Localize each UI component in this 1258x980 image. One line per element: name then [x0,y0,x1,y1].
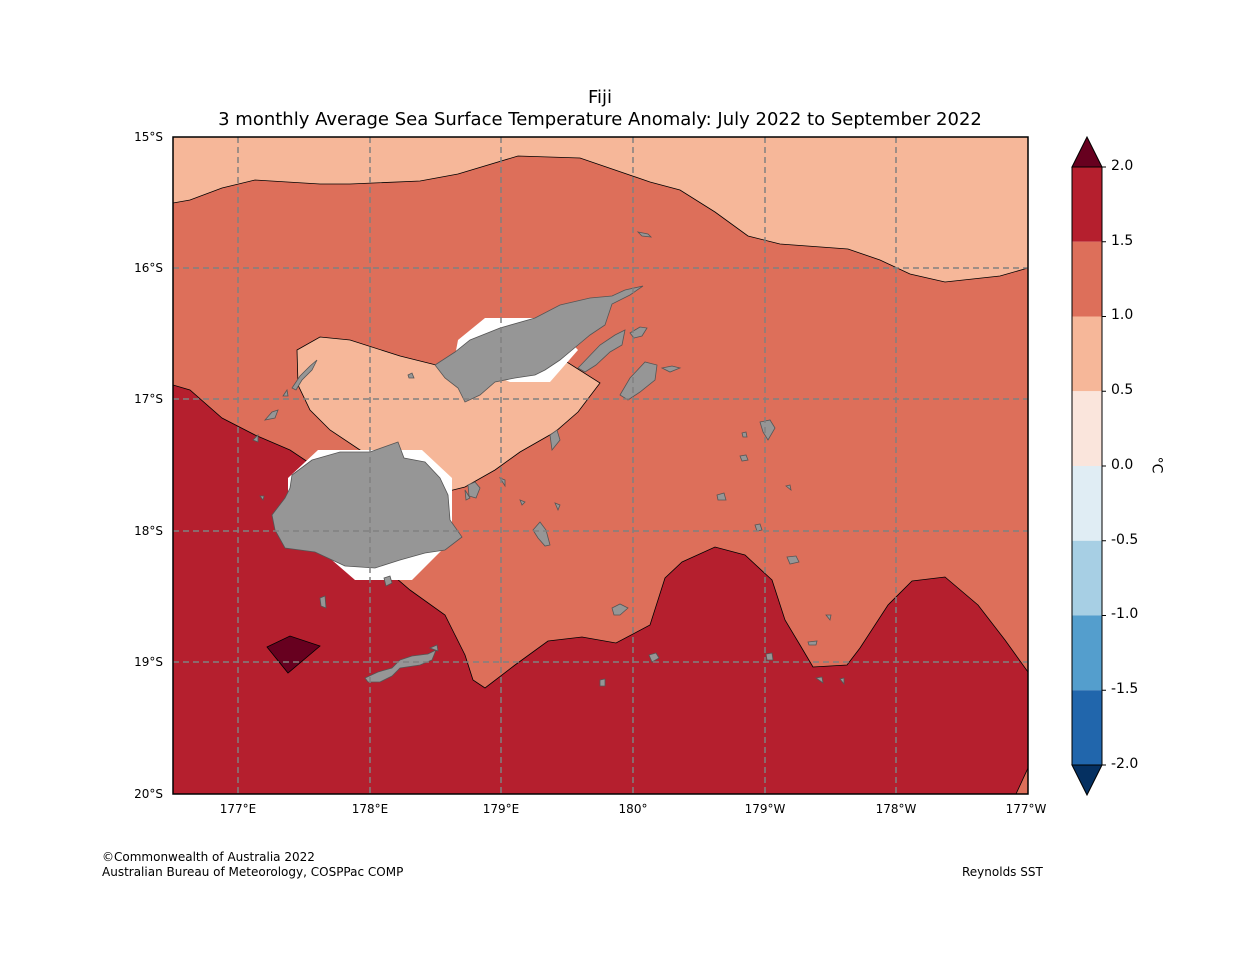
island-lau-9 [765,652,774,661]
island-lakeba [759,419,776,441]
colorbar-segment [1072,540,1102,616]
colorbar-over-arrow [1071,135,1103,168]
island-yasawa-3 [252,434,259,443]
colorbar-tick-label: 1.0 [1111,307,1134,323]
island-ovalau [467,481,481,499]
island-vatulele [319,595,327,609]
sst-anomaly-field [173,137,1028,794]
island-small-a [407,372,415,379]
island-lau-7 [611,603,629,616]
island-lau-4 [785,484,792,491]
island-beqa [383,575,393,587]
colorbar-segment [1072,316,1102,392]
island-vanua-levu [434,285,644,403]
lon-label-179w: 179°W [744,802,786,816]
colorbar-under-arrow [1071,764,1103,797]
map-title: Fiji [587,87,613,108]
lon-label-179e: 179°E [482,802,520,816]
island-gau [532,521,551,547]
colorbar-tick-label: -1.5 [1111,681,1139,697]
footer-copyright: ©Commonwealth of Australia 2022 [102,850,315,864]
colorbar-segment [1072,241,1102,317]
island-lau-12 [814,676,824,684]
lon-label-178e: 178°E [351,802,389,816]
island-small-e [554,502,561,512]
island-kadavu [364,649,437,683]
island-small-d [519,499,526,506]
island-kadavu-small [428,644,439,652]
colorbar-tick-label: 2.0 [1111,158,1134,174]
island-lau-3 [716,492,727,501]
island-viti-levu [271,441,463,569]
island-lau-14 [599,678,606,687]
colorbar-unit: °C [1148,456,1165,474]
colorbar-segment [1072,615,1102,691]
lon-label-180: 180° [618,802,648,816]
island-west-small [259,495,265,501]
lat-label-18s: 18°S [134,524,163,538]
footer-source: Reynolds SST [962,865,1043,879]
colorbar-tick-label: 0.5 [1111,382,1134,398]
island-lau-8 [648,652,660,663]
land [252,231,845,687]
colorbar-tick-label: -2.0 [1111,756,1139,772]
lat-label-17s: 17°S [134,392,163,406]
lat-label-15s: 15°S [134,130,163,144]
map-subtitle: 3 monthly Average Sea Surface Temperatur… [218,109,982,130]
island-small-b [464,489,471,501]
colorbar-tick-label: 1.5 [1111,233,1134,249]
island-ne-small [636,231,653,238]
island-lau-1 [741,431,748,438]
colorbar [1071,135,1106,797]
footer-agency: Australian Bureau of Meteorology, COSPPa… [102,865,404,879]
island-lau-13 [839,677,845,686]
gridlines [173,137,1028,794]
colorbar-tick-label: -1.0 [1111,606,1139,622]
colorbar-segment [1072,466,1102,541]
island-lau-2 [739,454,749,462]
band-above-2-0 [266,635,321,674]
colorbar-segment [1072,690,1102,765]
island-koro [549,429,561,451]
island-lau-6 [786,555,800,565]
lat-label-19s: 19°S [134,655,163,669]
island-yasawa-1 [291,359,318,391]
island-lau-11 [807,640,818,646]
lon-label-177e: 177°E [219,802,257,816]
lon-label-177w: 177°W [1005,802,1047,816]
island-lau-10 [825,614,832,621]
colorbar-segment [1072,391,1102,466]
island-yasawa-4 [282,388,289,397]
island-yasawa-2 [263,409,279,421]
colorbar-tick-label: -0.5 [1111,532,1139,548]
band-1-0-to-1-5-corner [1015,767,1028,794]
lat-label-20s: 20°S [134,787,163,801]
island-vanua-balavu [619,361,658,401]
lat-label-16s: 16°S [134,261,163,275]
island-taveuni [577,329,626,373]
island-east-small-1 [660,365,682,373]
colorbar-segment [1072,167,1102,242]
map-frame [172,136,1029,795]
band-0-5-to-1-0-north [173,137,1028,283]
lon-label-178w: 178°W [875,802,917,816]
island-lau-5 [754,523,763,532]
colorbar-tick-label: 0.0 [1111,457,1134,473]
